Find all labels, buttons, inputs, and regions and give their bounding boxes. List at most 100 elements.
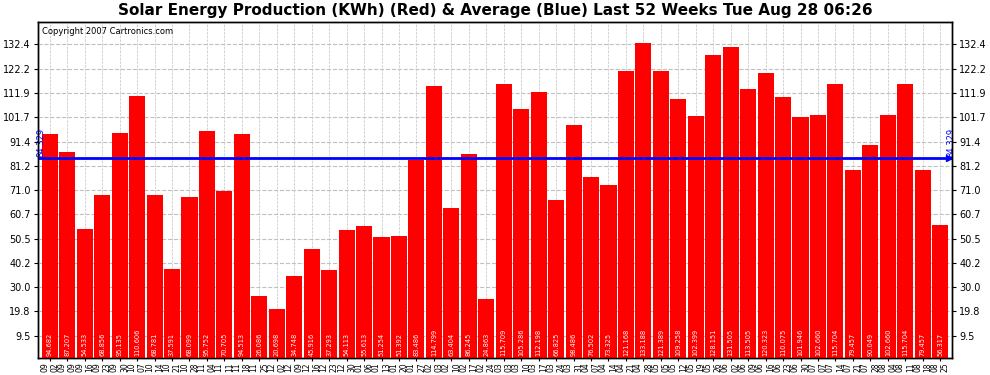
Bar xyxy=(478,299,494,358)
Bar xyxy=(897,84,914,358)
Text: 68.099: 68.099 xyxy=(186,333,192,356)
Text: 115.709: 115.709 xyxy=(501,328,507,356)
Text: 84.329: 84.329 xyxy=(37,128,46,157)
Text: 63.404: 63.404 xyxy=(448,333,454,356)
Bar xyxy=(286,276,302,358)
Bar xyxy=(391,237,407,358)
Bar xyxy=(94,195,110,358)
Text: 121.168: 121.168 xyxy=(623,328,629,356)
Text: 115.704: 115.704 xyxy=(902,328,908,356)
Text: 105.286: 105.286 xyxy=(518,328,524,356)
Bar xyxy=(933,225,948,358)
Text: 128.151: 128.151 xyxy=(710,328,716,356)
Bar xyxy=(862,145,878,358)
Bar xyxy=(181,197,198,358)
Bar xyxy=(757,73,773,358)
Bar xyxy=(513,109,530,358)
Bar xyxy=(828,84,843,358)
Text: 68.781: 68.781 xyxy=(151,333,157,356)
Text: 112.198: 112.198 xyxy=(536,329,542,356)
Text: 95.752: 95.752 xyxy=(204,333,210,356)
Bar xyxy=(76,229,93,358)
Bar xyxy=(670,99,686,358)
Title: Solar Energy Production (KWh) (Red) & Average (Blue) Last 52 Weeks Tue Aug 28 06: Solar Energy Production (KWh) (Red) & Av… xyxy=(118,3,872,18)
Bar xyxy=(583,177,599,358)
Text: 113.505: 113.505 xyxy=(745,328,751,356)
Text: 51.392: 51.392 xyxy=(396,333,402,356)
Bar xyxy=(565,125,581,358)
Bar xyxy=(636,43,651,358)
Text: 102.660: 102.660 xyxy=(815,328,821,356)
Text: 109.258: 109.258 xyxy=(675,328,681,356)
Text: 114.799: 114.799 xyxy=(431,329,437,356)
Text: 73.325: 73.325 xyxy=(606,333,612,356)
Bar xyxy=(147,195,162,358)
Text: 24.863: 24.863 xyxy=(483,333,489,356)
Bar xyxy=(164,269,180,358)
Bar xyxy=(234,134,249,358)
Text: Copyright 2007 Cartronics.com: Copyright 2007 Cartronics.com xyxy=(43,27,173,36)
Text: 94.682: 94.682 xyxy=(47,333,52,356)
Bar xyxy=(426,86,442,358)
Bar xyxy=(268,309,285,358)
Text: 110.606: 110.606 xyxy=(134,328,141,356)
Bar xyxy=(652,70,669,358)
Bar xyxy=(42,134,57,358)
Text: 95.135: 95.135 xyxy=(117,333,123,356)
Text: 37.591: 37.591 xyxy=(169,333,175,356)
Bar xyxy=(618,71,634,358)
Text: 87.207: 87.207 xyxy=(64,333,70,356)
Text: 70.705: 70.705 xyxy=(222,333,228,356)
Bar xyxy=(339,230,354,358)
Bar xyxy=(112,133,128,358)
Bar xyxy=(59,152,75,358)
Text: 110.075: 110.075 xyxy=(780,328,786,356)
Text: 101.946: 101.946 xyxy=(798,328,804,356)
Bar xyxy=(915,170,931,358)
Text: 86.245: 86.245 xyxy=(466,333,472,356)
Text: 84.329: 84.329 xyxy=(946,128,955,157)
Text: 102.660: 102.660 xyxy=(885,328,891,356)
Text: 115.704: 115.704 xyxy=(833,328,839,356)
Bar xyxy=(548,200,564,358)
Text: 26.086: 26.086 xyxy=(256,333,262,356)
Text: 66.825: 66.825 xyxy=(553,333,559,356)
Bar xyxy=(496,84,512,358)
Bar xyxy=(460,154,477,358)
Bar xyxy=(601,184,617,358)
Bar xyxy=(880,115,896,358)
Text: 102.399: 102.399 xyxy=(693,329,699,356)
Text: 90.049: 90.049 xyxy=(867,333,873,356)
Text: 76.502: 76.502 xyxy=(588,333,594,356)
Text: 68.856: 68.856 xyxy=(99,333,105,356)
Text: 133.188: 133.188 xyxy=(641,329,646,356)
Text: 55.613: 55.613 xyxy=(361,333,367,356)
Bar xyxy=(217,191,233,358)
Bar xyxy=(844,170,861,358)
Text: 121.389: 121.389 xyxy=(657,329,664,356)
Bar xyxy=(444,208,459,358)
Bar xyxy=(531,92,546,358)
Text: 94.513: 94.513 xyxy=(239,333,245,356)
Text: 120.323: 120.323 xyxy=(762,328,768,356)
Text: 56.317: 56.317 xyxy=(938,333,943,356)
Text: 34.748: 34.748 xyxy=(291,333,297,356)
Bar xyxy=(792,117,809,358)
Text: 37.293: 37.293 xyxy=(326,333,333,356)
Text: 51.254: 51.254 xyxy=(378,333,384,356)
Text: 131.505: 131.505 xyxy=(728,328,734,356)
Text: 79.457: 79.457 xyxy=(849,333,856,356)
Bar xyxy=(688,116,704,358)
Bar xyxy=(373,237,389,358)
Bar xyxy=(304,249,320,358)
Bar xyxy=(129,96,146,358)
Text: 54.533: 54.533 xyxy=(82,333,88,356)
Text: 98.486: 98.486 xyxy=(570,333,576,356)
Text: 45.916: 45.916 xyxy=(309,333,315,356)
Bar xyxy=(251,297,267,358)
Text: 20.698: 20.698 xyxy=(274,333,280,356)
Text: 79.457: 79.457 xyxy=(920,333,926,356)
Bar xyxy=(321,270,338,358)
Bar xyxy=(705,54,722,358)
Bar xyxy=(409,160,425,358)
